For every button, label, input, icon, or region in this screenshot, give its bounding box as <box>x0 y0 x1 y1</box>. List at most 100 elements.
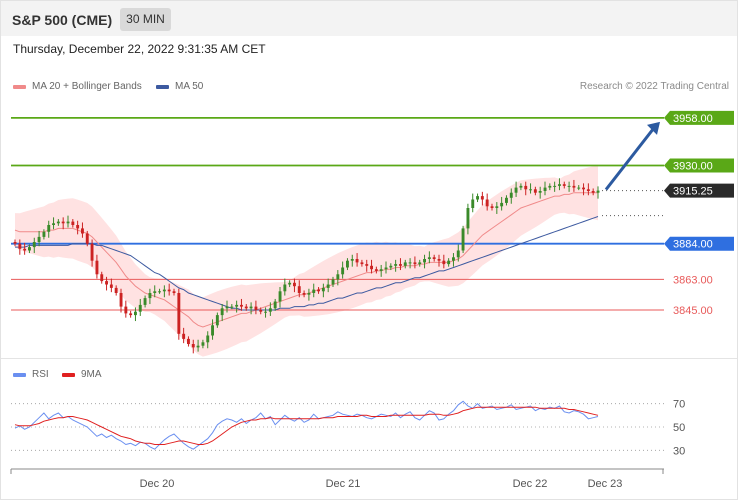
candle-body <box>567 185 571 187</box>
candle-body <box>134 311 137 316</box>
candle-body <box>148 293 152 299</box>
level-label-3884.00: 3884.00 <box>673 239 713 251</box>
candle-body <box>562 184 566 186</box>
legend-rsi-ma: 9MA <box>62 369 102 380</box>
timeframe-badge[interactable]: 30 MIN <box>120 8 171 31</box>
candle-body <box>326 284 330 288</box>
legend-ma50-label: MA 50 <box>175 81 204 92</box>
candle-body <box>124 306 128 314</box>
candle-body <box>577 187 581 189</box>
candle-body <box>47 225 51 232</box>
candle-body <box>90 243 94 261</box>
rsi-tick-30: 30 <box>673 445 685 457</box>
chart-header: S&P 500 (CME) 30 MIN <box>1 1 737 36</box>
chart-credit: Research © 2022 Trading Central <box>579 81 729 92</box>
candle-body <box>471 199 475 208</box>
candle-body <box>466 208 470 229</box>
candle-body <box>283 284 287 292</box>
x-tick-label: Dec 23 <box>588 478 623 490</box>
candle-body <box>52 223 55 225</box>
candle-body <box>355 259 359 263</box>
candle-body <box>114 287 118 293</box>
candle-body <box>413 262 417 265</box>
candle-body <box>153 291 157 293</box>
candle-body <box>374 269 378 271</box>
chart-timestamp: Thursday, December 22, 2022 9:31:35 AM C… <box>13 42 266 56</box>
candle-body <box>423 259 426 263</box>
candle-body <box>249 306 253 309</box>
legend-ma20-label: MA 20 + Bollinger Bands <box>32 81 142 92</box>
candle-body <box>187 338 190 344</box>
candle-body <box>558 184 561 186</box>
candle-body <box>37 236 41 242</box>
candle-body <box>18 243 22 249</box>
candle-body <box>360 262 364 265</box>
candle-body <box>432 257 436 259</box>
level-label-3863.00: 3863.00 <box>673 274 713 286</box>
candle-body <box>529 189 532 191</box>
x-tick-label: Dec 21 <box>326 478 361 490</box>
candle-body <box>28 247 31 251</box>
candle-body <box>480 196 484 200</box>
candle-body <box>297 286 301 293</box>
candle-body <box>278 291 282 302</box>
candle-body <box>85 233 89 244</box>
level-label-3915.25: 3915.25 <box>673 186 713 198</box>
ma20-line <box>14 192 598 328</box>
rsi-ma-swatch <box>62 372 75 377</box>
candle-body <box>13 242 17 244</box>
candle-body <box>215 315 219 326</box>
candle-body <box>543 187 547 191</box>
candle-body <box>427 257 431 259</box>
x-tick-label: Dec 22 <box>513 478 548 490</box>
candle-body <box>81 228 84 234</box>
candle-body <box>403 262 407 266</box>
legend-rsi-label: RSI <box>32 369 49 380</box>
candle-body <box>331 279 335 285</box>
candle-body <box>119 293 123 307</box>
candle-body <box>336 274 340 280</box>
candle-body <box>143 298 147 305</box>
candle-body <box>61 221 65 224</box>
candle-body <box>158 291 161 293</box>
candle-body <box>582 187 585 190</box>
candle-body <box>191 344 195 348</box>
candle-body <box>490 206 494 208</box>
candle-body <box>596 190 600 193</box>
candle-body <box>341 267 345 275</box>
level-label-3845.00: 3845.00 <box>673 305 713 317</box>
candle-body <box>56 221 60 224</box>
candle-body <box>129 313 133 316</box>
candle-body <box>177 293 181 334</box>
candle-body <box>254 306 258 310</box>
candle-body <box>553 185 557 187</box>
candle-body <box>519 185 523 188</box>
candle-body <box>586 189 590 191</box>
candle-body <box>365 264 369 266</box>
candle-body <box>307 293 311 295</box>
panel-separator <box>1 358 737 359</box>
candle-body <box>172 291 176 293</box>
candle-body <box>100 274 104 282</box>
candle-body <box>418 262 422 265</box>
candle-body <box>389 265 393 268</box>
level-label-3930.00: 3930.00 <box>673 161 713 173</box>
projection-arrow <box>604 126 656 191</box>
instrument-title: S&P 500 (CME) <box>12 12 113 28</box>
candle-body <box>437 259 441 261</box>
candle-body <box>408 262 412 264</box>
candle-body <box>514 187 518 193</box>
level-tag-3915.25 <box>664 183 734 198</box>
candle-body <box>220 308 224 316</box>
candle-body <box>350 259 354 261</box>
ma50-swatch <box>156 84 169 89</box>
candle-body <box>495 206 499 208</box>
candle-body <box>591 191 595 193</box>
candle-body <box>66 221 70 224</box>
rsi-series-RSI <box>14 400 599 450</box>
candle-body <box>201 342 205 346</box>
candle-body <box>548 185 552 188</box>
candle-body <box>505 197 508 203</box>
candle-body <box>105 281 108 285</box>
